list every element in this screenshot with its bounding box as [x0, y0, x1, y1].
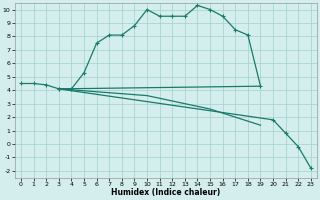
X-axis label: Humidex (Indice chaleur): Humidex (Indice chaleur)	[111, 188, 220, 197]
